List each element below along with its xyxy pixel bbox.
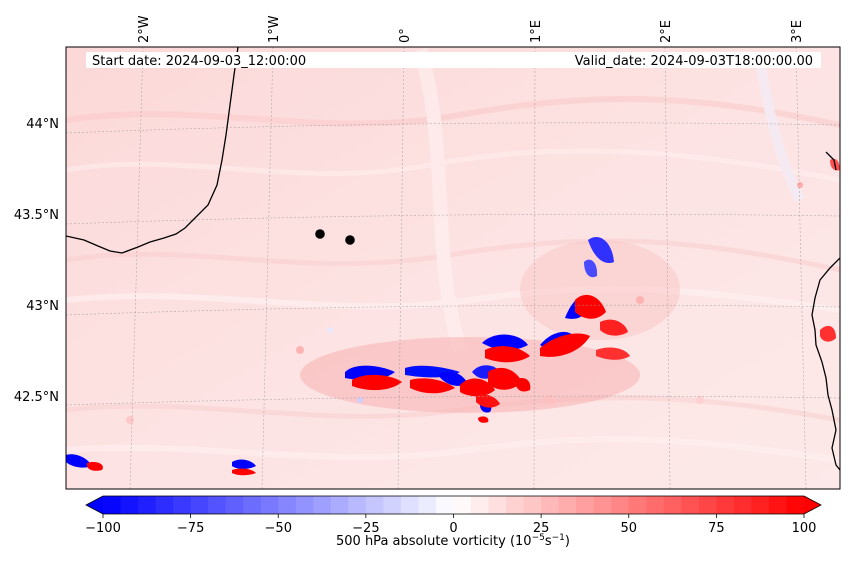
colorbar-segment bbox=[173, 496, 192, 514]
coastline-fragment bbox=[825, 151, 837, 171]
colorbar-segment bbox=[225, 496, 244, 514]
colorbar-segment bbox=[471, 496, 490, 514]
lon-label-3e: 3°E bbox=[790, 20, 805, 43]
colorbar-segment bbox=[716, 496, 735, 514]
colorbar-segment bbox=[103, 496, 122, 514]
lon-label-2e: 2°E bbox=[659, 20, 674, 43]
colorbar-segment bbox=[453, 496, 472, 514]
vorticity-texture bbox=[66, 47, 840, 463]
colorbar-ticks: −100 −75 −50 −25 0 25 50 75 100 bbox=[85, 514, 816, 536]
colorbar-segment bbox=[558, 496, 577, 514]
colorbar-segment bbox=[330, 496, 349, 514]
info-strip bbox=[86, 52, 821, 68]
colorbar-tick-label: 100 bbox=[792, 521, 817, 536]
colorbar-segment bbox=[348, 496, 367, 514]
colorbar-segment bbox=[611, 496, 630, 514]
colorbar-label-unit: s bbox=[545, 534, 552, 549]
lon-label-2w: 2°W bbox=[137, 15, 152, 43]
longitude-labels: 2°W 1°W 0° 1°E 2°E 3°E bbox=[137, 15, 805, 43]
colorbar-tick-label: 75 bbox=[708, 521, 725, 536]
lon-label-1e: 1°E bbox=[529, 20, 544, 43]
colorbar-segment bbox=[751, 496, 770, 514]
map-panel bbox=[66, 47, 840, 489]
gridlines bbox=[66, 47, 840, 489]
colorbar-tick-label: −50 bbox=[265, 521, 292, 536]
colorbar-segment bbox=[541, 496, 560, 514]
lat-label-44n: 44°N bbox=[26, 117, 59, 132]
colorbar-segment bbox=[435, 496, 455, 514]
latitude-labels: 44°N 43.5°N 43°N 42.5°N bbox=[14, 117, 59, 405]
colorbar-min-extension bbox=[86, 496, 103, 514]
colorbar-segment bbox=[120, 496, 139, 514]
colorbar-label-exponent: −5 bbox=[532, 533, 545, 543]
colorbar-segment bbox=[208, 496, 227, 514]
colorbar-segment bbox=[365, 496, 385, 514]
colorbar-segment bbox=[576, 496, 595, 514]
colorbar-label-end: ) bbox=[565, 534, 570, 549]
colorbar-max-extension bbox=[804, 496, 821, 514]
colorbar-segment bbox=[400, 496, 420, 514]
lat-label-43-5n: 43.5°N bbox=[14, 208, 59, 223]
colorbar-segment bbox=[243, 496, 262, 514]
colorbar: −100 −75 −50 −25 0 25 50 75 100 500 hPa absolute… bbox=[85, 495, 822, 549]
colorbar-segment bbox=[786, 496, 805, 514]
mediterranean-coastline bbox=[811, 257, 840, 471]
city-marker-2 bbox=[345, 235, 355, 245]
colorbar-segment bbox=[190, 496, 209, 514]
lon-label-0: 0° bbox=[398, 28, 413, 43]
colorbar-segment bbox=[295, 496, 314, 514]
colorbar-segments bbox=[86, 496, 821, 514]
vorticity-field-background bbox=[66, 47, 840, 489]
colorbar-label: 500 hPa absolute vorticity (10−5s−1) bbox=[336, 533, 570, 549]
map-border bbox=[65, 46, 841, 490]
colorbar-segment bbox=[138, 496, 157, 514]
colorbar-tick-label: 25 bbox=[533, 521, 550, 536]
colorbar-segment bbox=[155, 496, 174, 514]
start-date-label: Start date: 2024-09-03_12:00:00 bbox=[92, 54, 306, 69]
colorbar-tick-label: −25 bbox=[352, 521, 379, 536]
colorbar-segment bbox=[663, 496, 682, 514]
lat-label-43n: 43°N bbox=[26, 299, 59, 314]
colorbar-segment bbox=[488, 496, 507, 514]
coastlines bbox=[66, 47, 840, 471]
colorbar-segment bbox=[593, 496, 612, 514]
atlantic-coastline bbox=[66, 47, 239, 254]
colorbar-segment bbox=[418, 496, 437, 514]
colorbar-tick-label: −100 bbox=[85, 521, 121, 536]
lon-label-1w: 1°W bbox=[267, 15, 282, 43]
colorbar-segment bbox=[523, 496, 542, 514]
colorbar-tick-label: 0 bbox=[449, 521, 457, 536]
vorticity-features bbox=[66, 158, 840, 476]
colorbar-segment bbox=[628, 496, 647, 514]
colorbar-segment bbox=[733, 496, 753, 514]
colorbar-segment bbox=[681, 496, 700, 514]
colorbar-segment bbox=[260, 496, 279, 514]
colorbar-segment bbox=[646, 496, 665, 514]
colorbar-segment bbox=[313, 496, 332, 514]
valid-date-label: Valid_date: 2024-09-03T18:00:00.00 bbox=[575, 54, 813, 69]
city-marker-1 bbox=[315, 229, 325, 239]
colorbar-segment bbox=[383, 496, 402, 514]
lat-label-42-5n: 42.5°N bbox=[14, 390, 59, 405]
colorbar-segment bbox=[278, 496, 297, 514]
colorbar-tick-label: −75 bbox=[177, 521, 204, 536]
colorbar-segment bbox=[768, 496, 788, 514]
colorbar-segment bbox=[506, 496, 525, 514]
colorbar-label-unit-exponent: −1 bbox=[552, 533, 565, 543]
colorbar-tick-label: 50 bbox=[620, 521, 637, 536]
colorbar-segment bbox=[698, 496, 717, 514]
